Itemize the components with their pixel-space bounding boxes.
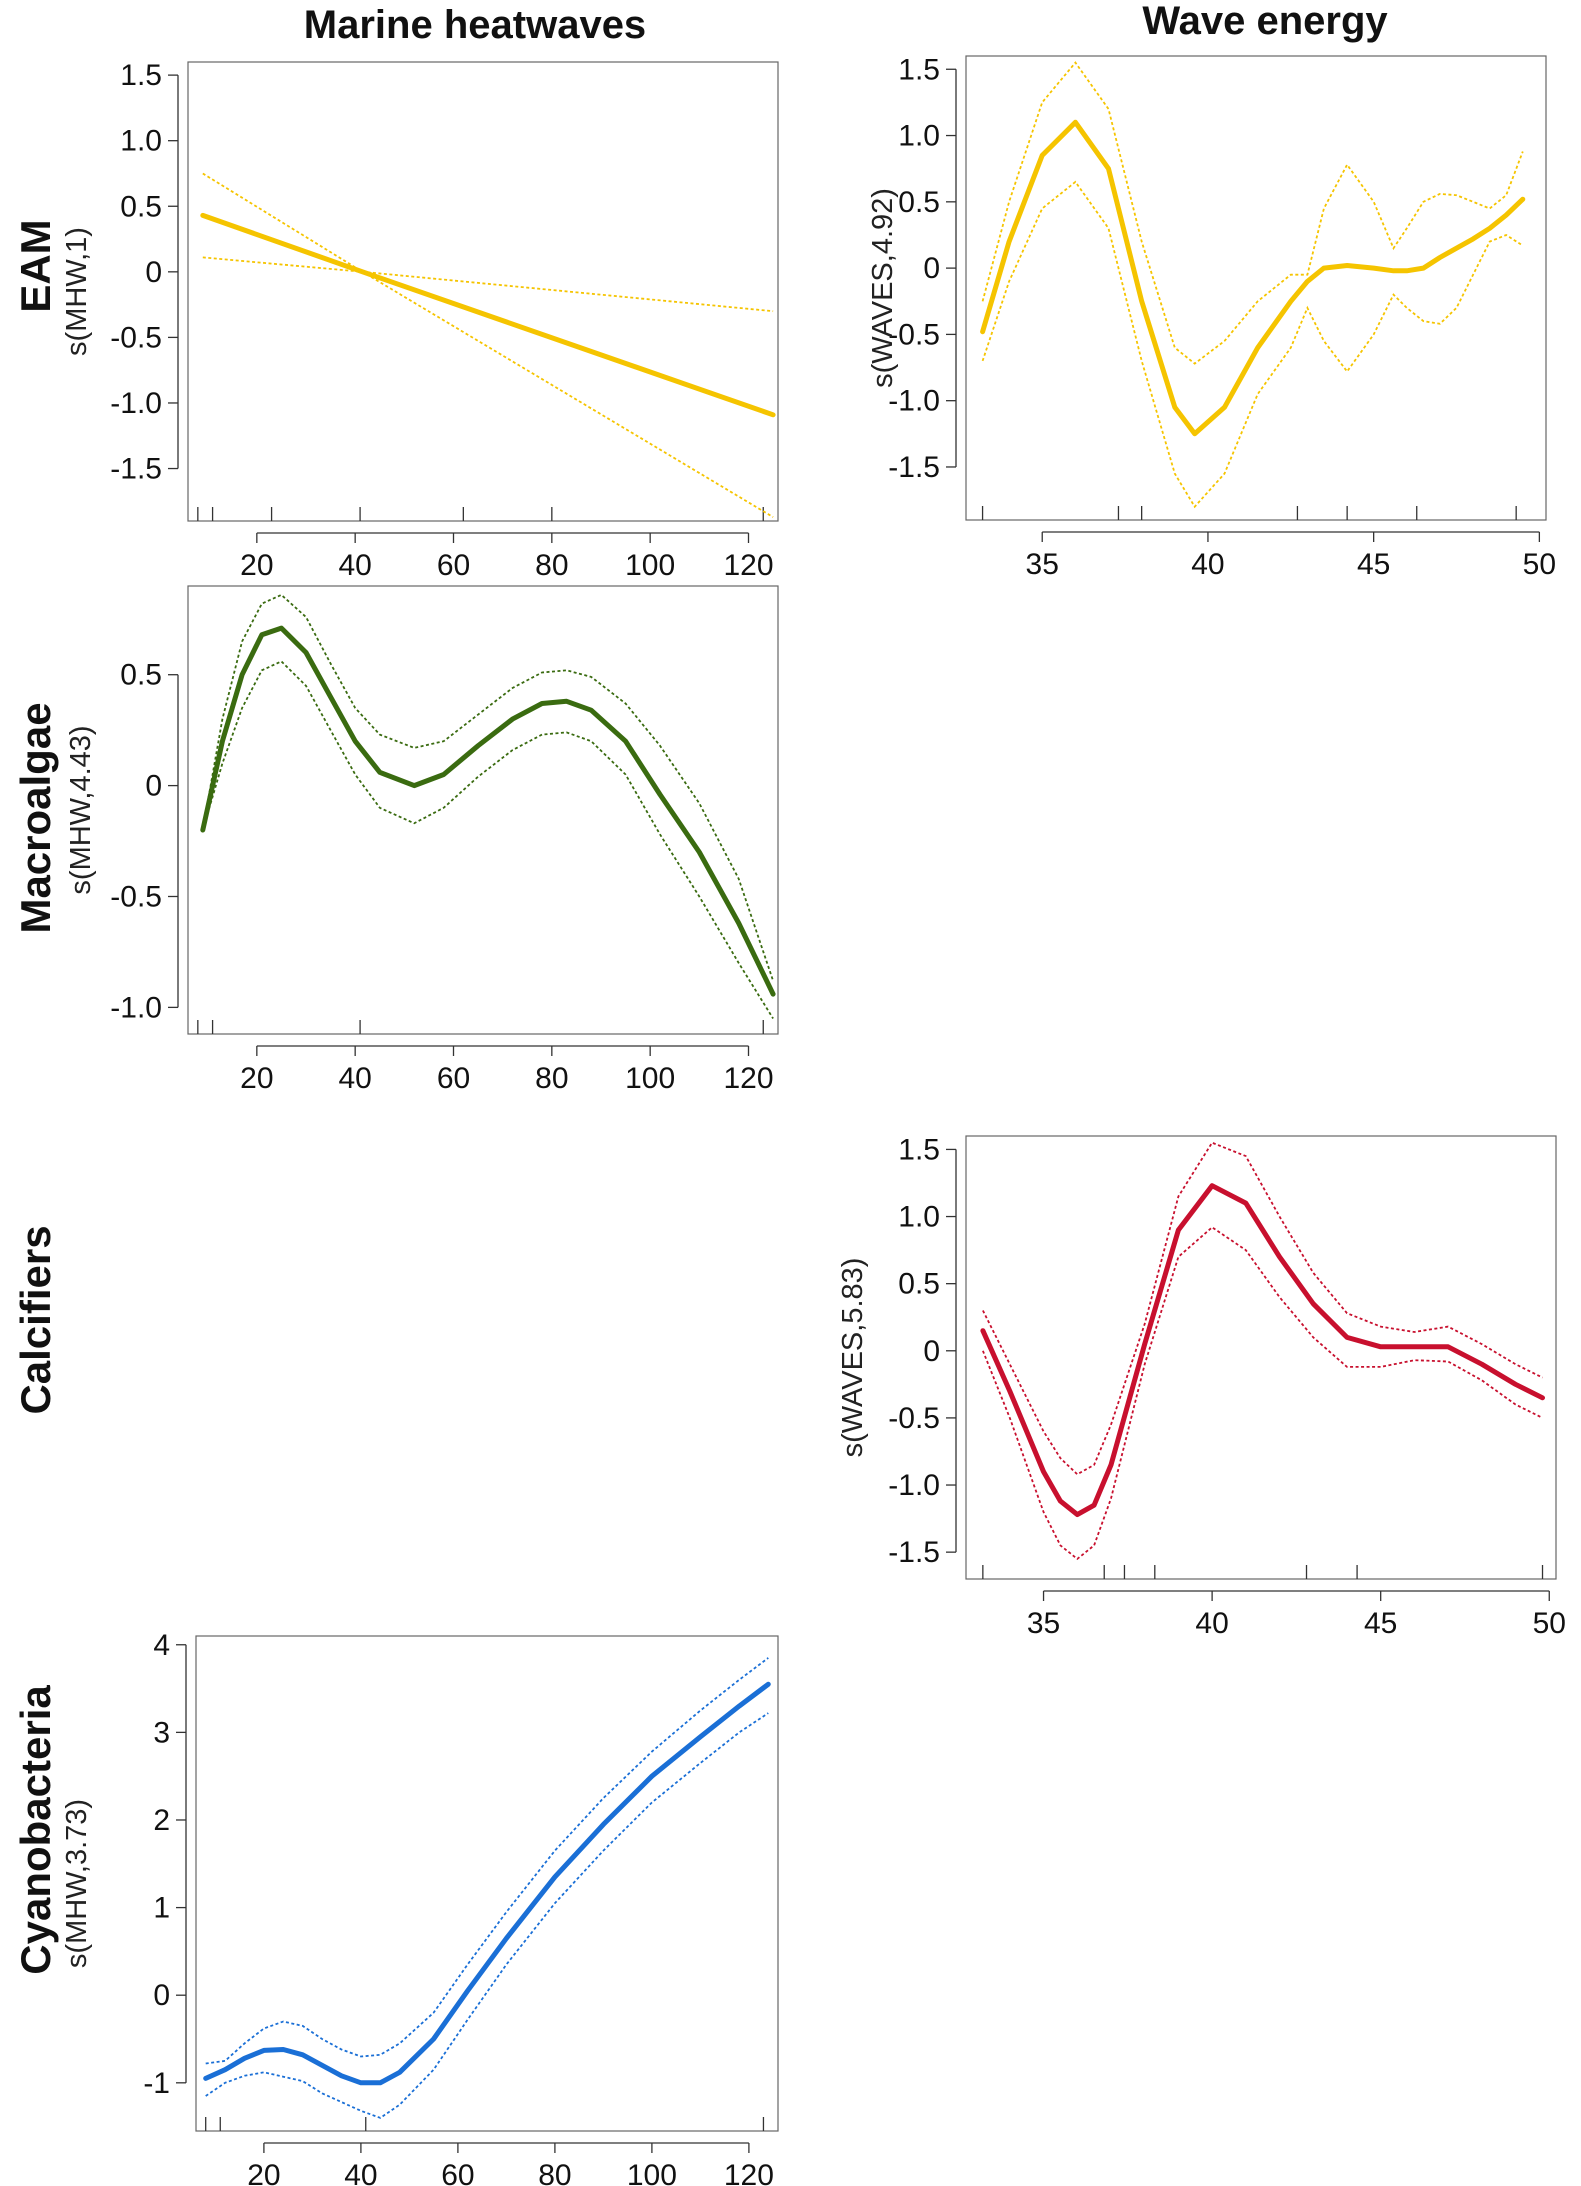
panel-macroalgae-mhw: 0.5 0 -0.5 -1.0 20 40 60 80 100 120 s(MHW,4.43): [65, 585, 779, 1095]
y-tick-label: -1.0: [888, 1469, 940, 1502]
y-tick-label: 1.0: [898, 120, 940, 153]
x-tick-label: 45: [1357, 548, 1390, 581]
y-axis-label: s(MHW,4.43): [65, 725, 97, 894]
y-tick-label: 0: [145, 770, 162, 803]
plot-frame: [965, 55, 1547, 521]
row-title-eam: EAM: [12, 219, 59, 312]
y-tick-label: -1.5: [888, 451, 940, 484]
x-tick-label: 40: [1195, 1607, 1228, 1640]
upper-confidence-line: [981, 61, 1524, 365]
y-tick-label: -0.5: [888, 1402, 940, 1435]
lower-confidence-line: [201, 660, 774, 1019]
x-tick-label: 80: [538, 2159, 571, 2186]
panel-calcifiers-waves: 1.5 1.0 0.5 0 -0.5 -1.0 -1.5 35 40 45 50 s(WAVES,5.…: [837, 1133, 1566, 1640]
y-tick-label: 2: [153, 1804, 170, 1837]
y-tick-label: -1.5: [888, 1536, 940, 1569]
x-tick-label: 60: [437, 549, 470, 582]
y-tick-label: 4: [153, 1629, 170, 1662]
x-tick-label: 40: [344, 2159, 377, 2186]
upper-confidence-line: [201, 593, 774, 982]
x-tick-label: 50: [1533, 1607, 1566, 1640]
y-tick-label: 1.5: [120, 59, 162, 92]
x-tick-label: 100: [627, 2159, 677, 2186]
column-title-marine-heatwaves: Marine heatwaves: [304, 3, 646, 47]
x-tick-label: 60: [441, 2159, 474, 2186]
x-tick-label: 20: [240, 1062, 273, 1095]
y-axis-label: s(WAVES,5.83): [837, 1258, 869, 1458]
x-tick-label: 120: [723, 549, 773, 582]
y-tick-label: 1.5: [898, 1133, 940, 1166]
y-tick-label: 0: [923, 1335, 940, 1368]
y-tick-label: 3: [153, 1716, 170, 1749]
y-tick-label: 0.5: [120, 190, 162, 223]
panel-cyanobacteria-mhw: 4 3 2 1 0 -1 20 40 60 80 100 120 s(MHW,3.73): [61, 1629, 779, 2186]
y-tick-label: 0.5: [898, 1268, 940, 1301]
x-tick-label: 40: [338, 1062, 371, 1095]
lower-confidence-line: [982, 1226, 1543, 1561]
fitted-smooth-line: [980, 119, 1526, 437]
upper-confidence-line: [982, 1141, 1543, 1476]
x-tick-label: 120: [723, 1062, 773, 1095]
row-title-cyanobacteria: Cyanobacteria: [12, 1685, 59, 1975]
plot-frame: [195, 1635, 779, 2132]
y-tick-label: -1.0: [110, 387, 162, 420]
fitted-smooth-line: [200, 625, 776, 997]
x-tick-label: 100: [625, 1062, 675, 1095]
x-tick-label: 60: [437, 1062, 470, 1095]
lower-confidence-line: [205, 1712, 769, 2119]
y-tick-label: 0.5: [898, 186, 940, 219]
x-tick-label: 20: [240, 549, 273, 582]
row-title-calcifiers: Calcifiers: [12, 1225, 59, 1414]
y-tick-label: 0.5: [120, 659, 162, 692]
y-tick-label: 0: [145, 256, 162, 289]
y-tick-label: -0.5: [110, 321, 162, 354]
row-title-macroalgae: Macroalgae: [12, 702, 59, 933]
lower-confidence-line: [981, 180, 1524, 509]
fitted-smooth-line: [200, 212, 776, 418]
x-tick-label: 100: [625, 549, 675, 582]
y-tick-label: 1.0: [898, 1201, 940, 1234]
y-tick-label: 0: [153, 1979, 170, 2012]
x-tick-label: 35: [1026, 548, 1059, 581]
y-tick-label: -0.5: [110, 880, 162, 913]
y-tick-label: -1.0: [110, 991, 162, 1024]
y-axis-label: s(MHW,1): [61, 227, 93, 356]
plot-frame: [965, 1135, 1557, 1580]
fitted-smooth-line: [203, 1681, 771, 2086]
y-tick-label: 1.5: [898, 53, 940, 86]
y-tick-label: -0.5: [888, 318, 940, 351]
y-tick-label: -1.5: [110, 453, 162, 486]
panel-eam-waves: 1.5 1.0 0.5 0 -0.5 -1.0 -1.5 35 40 45 50 s(WAVES,4.…: [867, 53, 1556, 581]
upper-confidence-line: [202, 172, 774, 313]
x-tick-label: 50: [1523, 548, 1556, 581]
y-tick-label: -1.0: [888, 385, 940, 418]
x-tick-label: 120: [724, 2159, 774, 2186]
y-tick-label: 1: [153, 1892, 170, 1925]
y-tick-label: 0: [923, 252, 940, 285]
panel-eam-mhw: 1.5 1.0 0.5 0 -0.5 -1.0 -1.5 20 40 60 80 100 120 s(MH…: [61, 59, 779, 582]
upper-confidence-line: [205, 1657, 769, 2065]
x-tick-label: 35: [1027, 1607, 1060, 1640]
x-tick-label: 40: [1191, 548, 1224, 581]
fitted-smooth-line: [980, 1183, 1545, 1518]
x-tick-label: 80: [535, 549, 568, 582]
x-tick-label: 20: [247, 2159, 280, 2186]
plot-frame: [187, 61, 779, 522]
y-tick-label: 1.0: [120, 125, 162, 158]
y-axis-label: s(WAVES,4.92): [867, 188, 899, 388]
x-tick-label: 80: [535, 1062, 568, 1095]
x-tick-label: 40: [338, 549, 371, 582]
y-axis-label: s(MHW,3.73): [61, 1799, 93, 1968]
column-title-wave-energy: Wave energy: [1142, 0, 1388, 43]
y-tick-label: -1: [143, 2067, 170, 2100]
plot-frame: [187, 585, 779, 1035]
x-tick-label: 45: [1364, 1607, 1397, 1640]
